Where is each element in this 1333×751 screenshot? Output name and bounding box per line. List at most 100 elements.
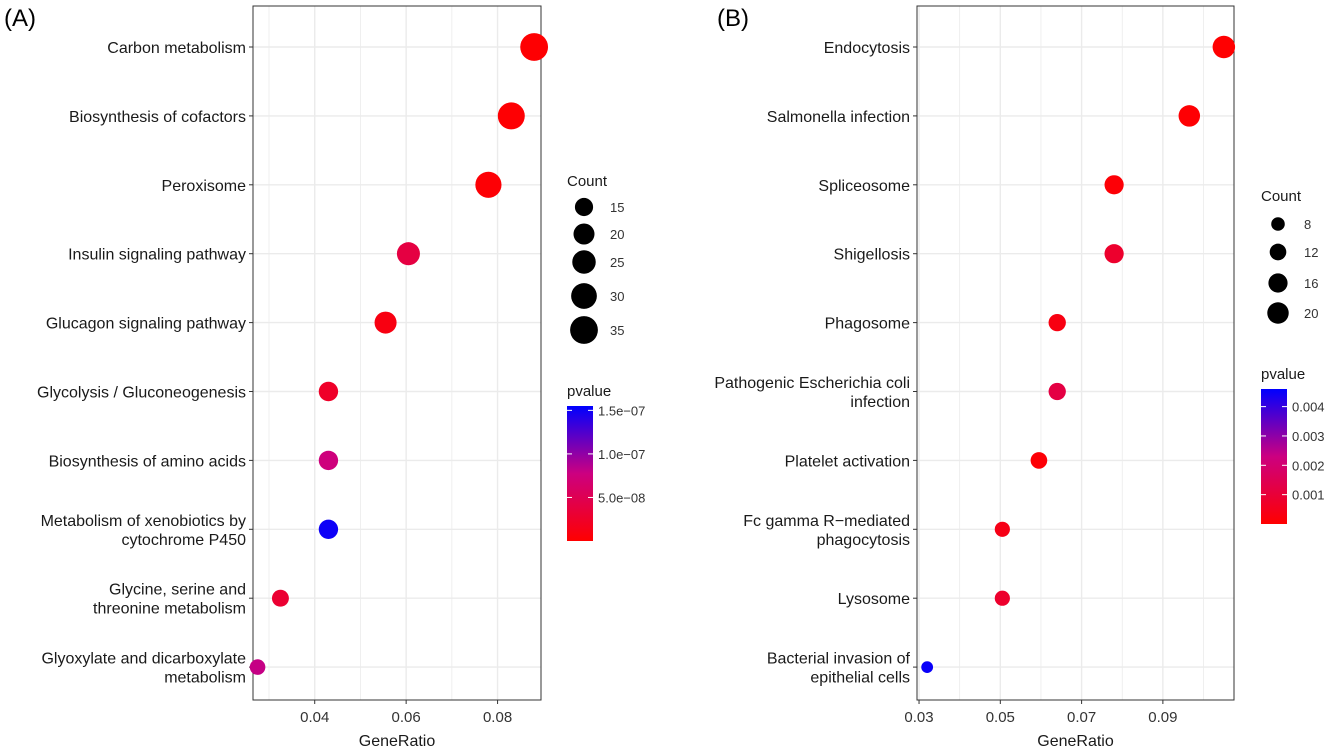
category-label-line: Lysosome: [838, 591, 910, 608]
panel-tag: (B): [717, 5, 749, 32]
color-legend-label: 5.0e−08: [598, 490, 645, 505]
color-legend-title: pvalue: [567, 383, 611, 400]
category-label-line: metabolism: [164, 670, 246, 687]
x-tick-label: 0.08: [483, 709, 512, 726]
category-label-line: Endocytosis: [824, 40, 910, 57]
category-label: Glyoxylate and dicarboxylate metabolism: [41, 651, 246, 687]
category-label: Glucagon signaling pathway: [46, 316, 246, 333]
category-label: Biosynthesis of amino acids: [49, 453, 246, 470]
data-point: [1212, 35, 1236, 59]
size-legend-key: [571, 283, 597, 309]
category-label-line: Bacterial invasion of: [767, 651, 911, 668]
x-tick-label: 0.04: [300, 709, 329, 726]
category-label-line: threonine metabolism: [93, 601, 246, 618]
category-label-line: epithelial cells: [810, 670, 910, 687]
category-label-line: Salmonella infection: [767, 109, 910, 126]
data-point: [318, 519, 339, 539]
data-point: [1104, 175, 1124, 195]
data-point: [271, 589, 289, 607]
data-point: [318, 381, 339, 402]
category-label: Lysosome: [838, 591, 910, 608]
data-point: [1104, 244, 1124, 264]
size-legend-label: 20: [1304, 306, 1318, 321]
size-legend-label: 20: [610, 227, 624, 242]
category-label-line: Shigellosis: [834, 247, 910, 264]
category-label: Salmonella infection: [767, 109, 910, 126]
data-point: [994, 590, 1010, 606]
data-point: [1178, 105, 1201, 127]
data-point: [318, 450, 339, 471]
color-legend-label: 0.001: [1292, 488, 1325, 503]
data-point: [396, 242, 420, 266]
color-bar: [1261, 389, 1287, 524]
x-tick-label: 0.06: [392, 709, 421, 726]
category-label-line: Spliceosome: [818, 178, 910, 195]
size-legend-key: [1268, 273, 1288, 293]
category-label-line: cytochrome P450: [121, 532, 246, 549]
category-label-line: infection: [850, 394, 910, 411]
size-legend-key: [573, 223, 595, 245]
size-legend-key: [570, 316, 598, 344]
size-legend-label: 25: [610, 255, 624, 270]
size-legend-title: Count: [567, 173, 608, 190]
category-label: Metabolism of xenobiotics by cytochrome P…: [41, 513, 247, 549]
color-legend-label: 1.0e−07: [598, 447, 645, 462]
x-tick-label: 0.09: [1148, 709, 1177, 726]
size-legend-key: [1271, 217, 1285, 231]
data-point: [249, 659, 266, 675]
category-label-line: phagocytosis: [817, 532, 910, 549]
data-point: [1030, 452, 1048, 469]
category-label-line: Glucagon signaling pathway: [46, 316, 246, 333]
data-point: [921, 661, 934, 673]
x-tick-label: 0.07: [1067, 709, 1096, 726]
panel-tag: (A): [4, 5, 36, 32]
category-label: Biosynthesis of cofactors: [69, 109, 246, 126]
size-legend-label: 12: [1304, 245, 1318, 260]
category-label-line: Pathogenic Escherichia coli: [714, 375, 910, 392]
category-label: Peroxisome: [162, 178, 247, 195]
data-point: [374, 311, 397, 334]
category-label-line: Platelet activation: [785, 453, 910, 470]
category-label-line: Biosynthesis of cofactors: [69, 109, 246, 126]
category-label-line: Carbon metabolism: [107, 40, 246, 57]
category-label: Carbon metabolism: [107, 40, 246, 57]
size-legend-key: [1269, 243, 1287, 261]
data-point: [994, 521, 1010, 537]
category-label-line: Fc gamma R−mediated: [743, 513, 910, 530]
data-point: [497, 102, 525, 130]
category-label-line: Glyoxylate and dicarboxylate: [41, 651, 246, 668]
category-label: Fc gamma R−mediated phagocytosis: [743, 513, 910, 549]
x-axis-title: GeneRatio: [1037, 733, 1114, 750]
data-point: [1048, 313, 1066, 332]
category-label: Bacterial invasion of epithelial cells: [767, 651, 911, 687]
data-point: [475, 171, 502, 198]
size-legend-label: 15: [610, 200, 624, 215]
plot-border: [916, 5, 1235, 701]
size-legend-key: [1267, 302, 1289, 324]
category-label: Glycine, serine and threonine metabolism: [93, 582, 246, 618]
x-tick-label: 0.05: [986, 709, 1015, 726]
size-legend-title: Count: [1261, 188, 1302, 205]
category-label: Platelet activation: [785, 453, 910, 470]
category-label-line: Peroxisome: [162, 178, 247, 195]
size-legend-label: 35: [610, 323, 624, 338]
color-bar: [567, 406, 593, 541]
category-label: Spliceosome: [818, 178, 910, 195]
x-tick-label: 0.03: [904, 709, 933, 726]
color-legend-label: 0.002: [1292, 458, 1325, 473]
category-label: Pathogenic Escherichia coli infection: [714, 375, 910, 411]
category-label: Insulin signaling pathway: [68, 247, 246, 264]
category-label-line: Glycine, serine and: [109, 582, 246, 599]
size-legend-key: [572, 250, 596, 274]
size-legend-label: 16: [1304, 276, 1318, 291]
panel-a: (A) Carbon metabolism Biosynthesis of cofa…: [4, 5, 645, 750]
plot-border: [252, 5, 542, 701]
category-label: Phagosome: [825, 316, 910, 333]
category-label-line: Phagosome: [825, 316, 910, 333]
color-legend-label: 1.5e−07: [598, 403, 645, 418]
category-label: Shigellosis: [834, 247, 910, 264]
data-point: [520, 33, 549, 61]
x-axis-title: GeneRatio: [359, 733, 436, 750]
plot-background: [253, 6, 541, 700]
